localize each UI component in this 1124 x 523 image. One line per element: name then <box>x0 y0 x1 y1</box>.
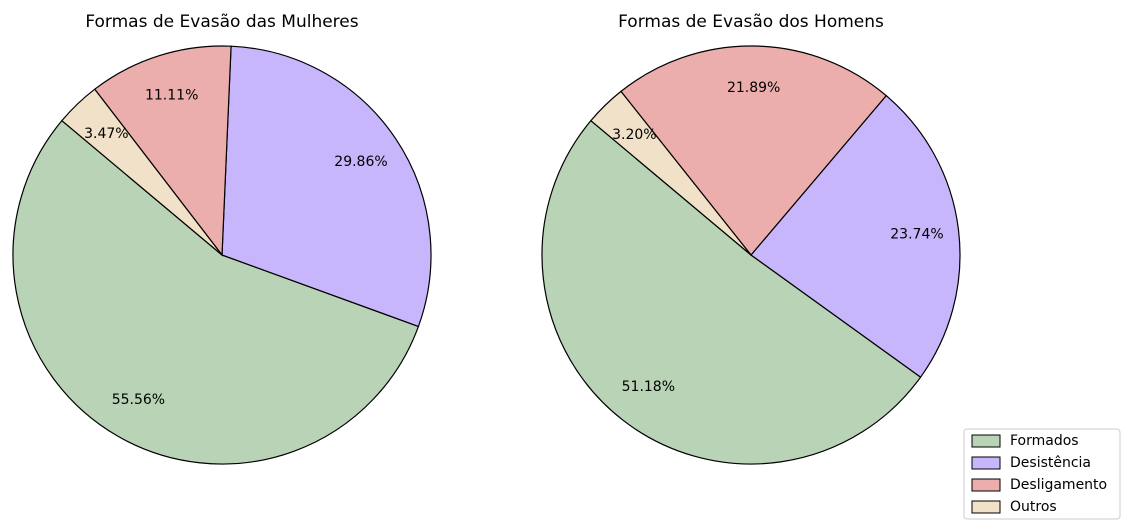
chart-title: Formas de Evasão dos Homens <box>618 12 884 32</box>
slice-label: 29.86% <box>334 154 387 170</box>
chart-title: Formas de Evasão das Mulheres <box>85 12 358 32</box>
pie-slice <box>590 90 752 256</box>
pie-slice <box>750 94 961 379</box>
slice-label: 3.20% <box>612 127 656 143</box>
pie-slice <box>12 119 420 465</box>
legend-box <box>963 428 1121 520</box>
pie-slice <box>61 88 223 256</box>
slice-label: 11.11% <box>145 88 198 104</box>
slice-label: 23.74% <box>890 227 943 243</box>
pie-slice <box>221 45 432 328</box>
legend-label: Desistência <box>1010 455 1091 471</box>
legend-swatch <box>971 456 1001 470</box>
legend-swatch <box>971 478 1001 492</box>
pie-slice <box>620 45 888 256</box>
pie-slice <box>541 119 922 465</box>
slice-label: 51.18% <box>622 379 675 395</box>
pie-slice <box>93 45 232 257</box>
slice-label: 21.89% <box>727 80 780 96</box>
slice-label: 3.47% <box>84 126 128 142</box>
slice-label: 55.56% <box>112 392 165 408</box>
legend-swatch <box>971 500 1001 514</box>
legend-label: Desligamento <box>1010 477 1107 493</box>
legend-label: Outros <box>1010 499 1057 515</box>
legend-label: Formados <box>1010 433 1079 449</box>
legend-swatch <box>971 434 1001 448</box>
